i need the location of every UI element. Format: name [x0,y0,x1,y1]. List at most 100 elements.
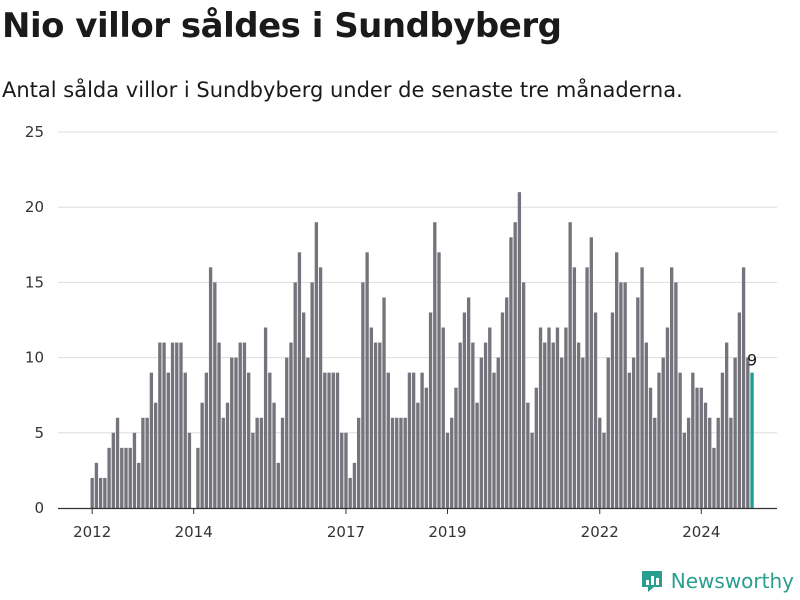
bar [335,372,340,508]
bar [213,282,217,508]
bar [361,282,365,508]
bar [534,387,538,508]
bar [416,402,420,508]
x-tick-label: 2017 [327,523,365,541]
bar [598,417,602,508]
bar [373,342,378,508]
bar [234,357,238,508]
chart-subtitle: Antal sålda villor i Sundbyberg under de… [2,78,683,102]
bar [276,462,280,508]
bar [581,357,585,508]
bar [302,312,306,508]
bar [145,417,149,508]
bar [128,447,132,508]
bar [589,237,593,508]
bar [340,432,344,508]
bar [217,342,221,508]
bar [492,372,496,508]
bar [543,342,547,508]
bar [179,342,183,508]
bar [137,462,141,508]
bar [272,402,276,508]
bar [407,372,412,508]
bar [483,342,488,508]
bar [585,267,589,508]
bar [691,372,695,508]
bar [424,387,428,508]
bar [699,387,703,508]
bar [674,282,678,508]
bar [653,417,657,508]
bar [602,432,606,508]
bar [631,357,636,508]
bar [183,372,187,508]
bar [471,342,475,508]
bar [103,477,107,508]
bar [665,327,670,508]
bar [560,357,564,508]
bar [149,372,154,508]
bar [526,402,530,508]
bar [454,387,458,508]
x-tick-label: 2014 [175,523,213,541]
bar [162,342,166,508]
bar [623,282,627,508]
bar [141,417,145,508]
x-tick-label: 2019 [428,523,466,541]
bar [568,222,572,509]
bar [513,222,517,509]
bar [120,447,124,508]
bar [247,372,251,508]
bar [268,372,272,508]
bar [737,312,742,508]
bar [733,357,737,508]
bar [310,282,314,508]
bar [716,417,720,508]
bar [369,327,374,508]
bar [509,237,513,508]
bar [327,372,331,508]
bar [153,402,158,508]
bar [661,357,665,508]
y-tick-label: 25 [25,123,44,141]
bar [318,267,323,508]
newsworthy-logo-icon [641,571,662,592]
bar [166,372,170,508]
bar [208,267,213,508]
bar [640,267,644,508]
bar [255,417,259,508]
bar [420,372,424,508]
bar [158,342,162,508]
y-tick-label: 15 [25,273,44,291]
bar [242,342,247,508]
bar [280,417,285,508]
bar [551,342,555,508]
bar [107,447,111,508]
bar [670,267,674,508]
bar [297,252,302,508]
bar [678,372,682,508]
bar [530,432,534,508]
y-tick-label: 20 [25,198,44,216]
bar [314,222,319,509]
chart-title: Nio villor såldes i Sundbyberg [2,6,562,46]
bar [636,297,640,508]
brand-name: Newsworthy [670,569,794,593]
last-value-label: 9 [747,351,757,370]
bar [496,357,500,508]
bar [132,432,137,508]
bar [378,342,382,508]
bar [462,312,467,508]
bar [479,357,483,508]
bar [395,417,399,508]
bar [382,297,386,508]
bar [386,372,390,508]
bar [433,222,437,509]
bar [593,312,598,508]
bar [450,417,454,508]
x-tick-label: 2022 [581,523,619,541]
bar [729,417,733,508]
bar [200,402,204,508]
bar [445,432,450,508]
